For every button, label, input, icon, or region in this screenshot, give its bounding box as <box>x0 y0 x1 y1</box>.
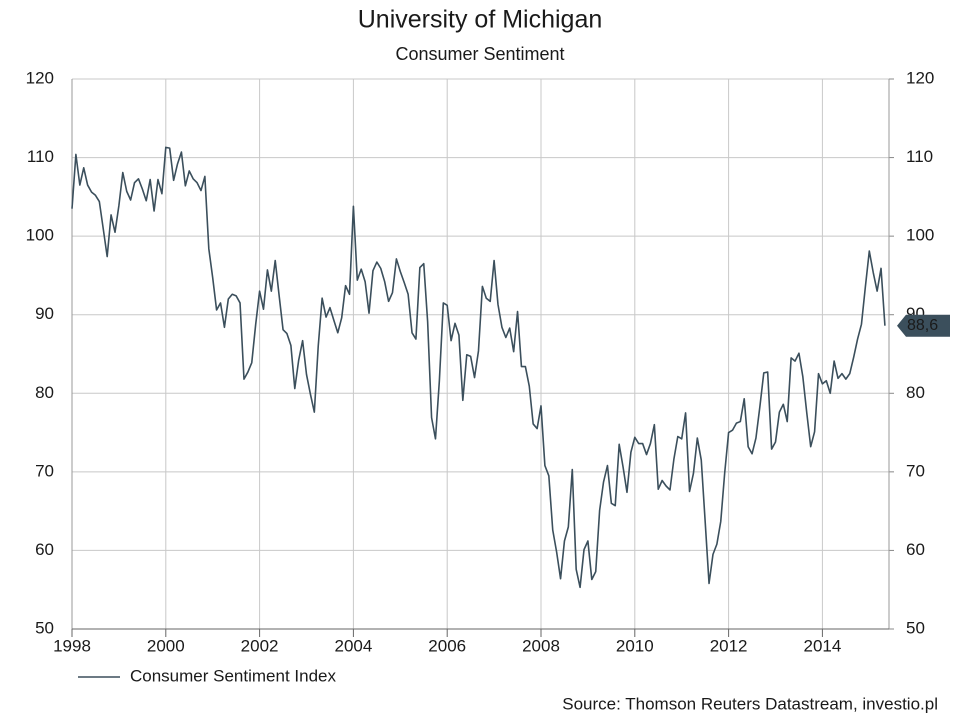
line <box>71 146 886 589</box>
y-tick-label: 60 <box>35 540 54 559</box>
y2-tick-label: 100 <box>906 226 934 245</box>
x-tick-label: 2014 <box>803 636 841 655</box>
x-tick-label: 2008 <box>522 636 560 655</box>
y2-tick-label: 80 <box>906 383 925 402</box>
x-tick-label: 1998 <box>53 636 91 655</box>
x-tick-label: 2000 <box>147 636 185 655</box>
chart-subtitle: Consumer Sentiment <box>395 44 564 64</box>
x-tick-label: 2004 <box>334 636 372 655</box>
y-tick-label: 100 <box>26 226 54 245</box>
y-tick-label: 90 <box>35 304 54 323</box>
x-tick-label: 2006 <box>428 636 466 655</box>
source: Source: Thomson Reuters Datastream, inve… <box>562 694 938 713</box>
last-value-label: 88,6 <box>907 317 938 334</box>
y2-tick-label: 70 <box>906 461 925 480</box>
x-tick-label: 2010 <box>616 636 654 655</box>
x-tick-label: 2002 <box>241 636 279 655</box>
y-tick-label: 120 <box>26 68 54 87</box>
y2-tick-label: 60 <box>906 540 925 559</box>
legend-label: Consumer Sentiment Index <box>130 666 336 685</box>
last-value-pointer <box>897 314 950 337</box>
y-tick-label: 80 <box>35 383 54 402</box>
chart-title: University of Michigan <box>358 6 603 34</box>
y-tick-label: 110 <box>27 147 54 166</box>
y2-tick-label: 120 <box>906 68 934 87</box>
y2-tick-label: 110 <box>906 147 933 166</box>
y-tick-label: 70 <box>35 461 54 480</box>
y2-tick-label: 50 <box>906 618 925 637</box>
y-tick-label: 50 <box>35 618 54 637</box>
x-tick-label: 2012 <box>710 636 748 655</box>
